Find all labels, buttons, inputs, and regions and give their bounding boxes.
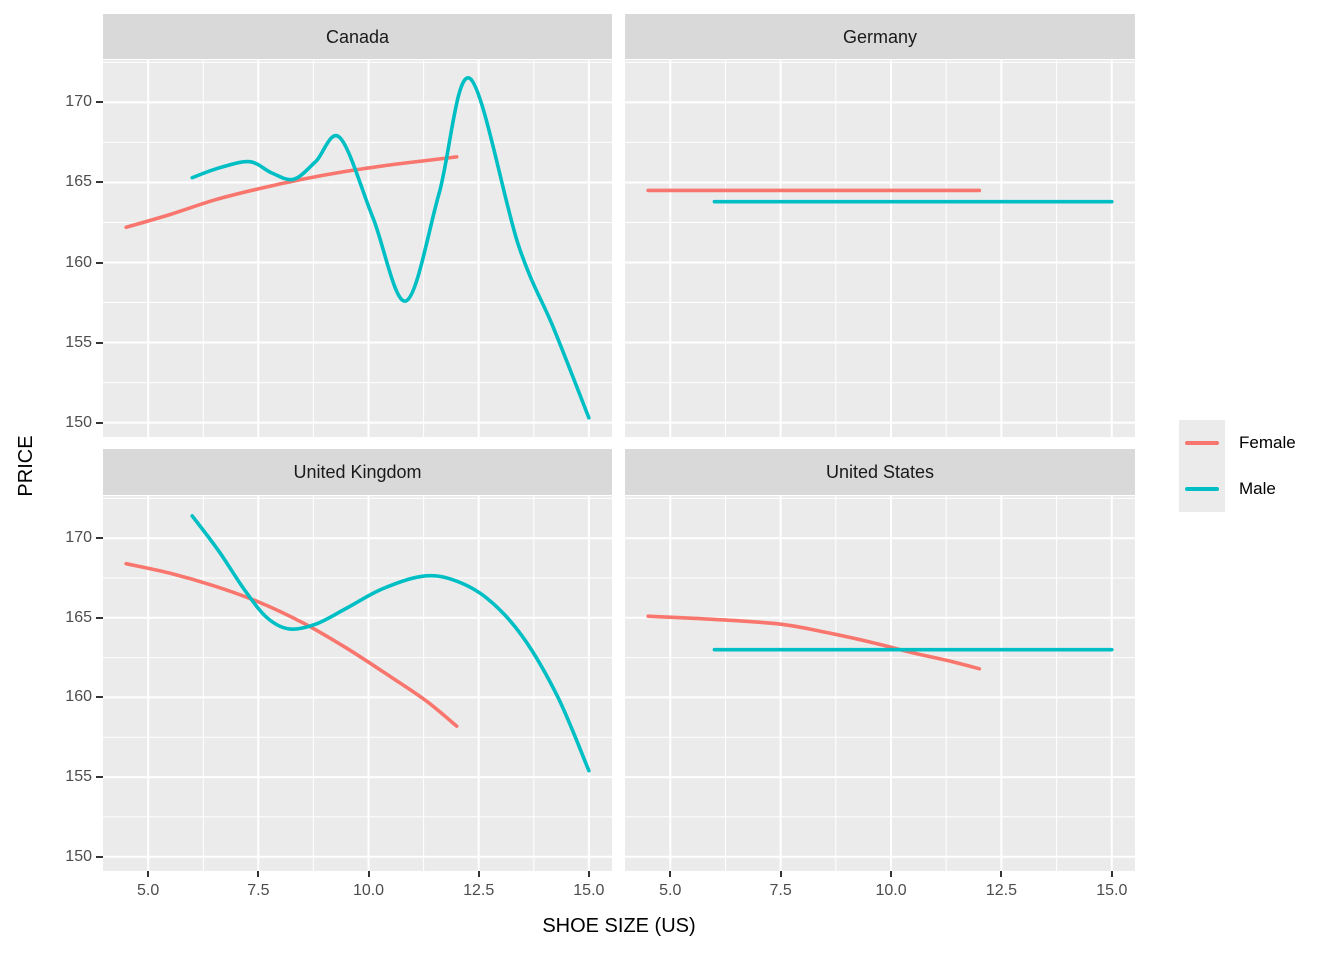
panel-united-kingdom: [103, 496, 612, 871]
x-tick-label: 15.0: [573, 882, 605, 899]
x-tick-mark: [890, 871, 893, 877]
y-tick-label: 165: [65, 173, 92, 191]
facet-title-canada: Canada: [325, 26, 390, 47]
x-tick-mark: [477, 871, 480, 877]
x-tick-mark: [1110, 871, 1113, 877]
x-tick-label: 7.5: [769, 882, 792, 899]
y-tick-mark: [96, 537, 103, 540]
x-tick-label: 15.0: [1096, 882, 1128, 899]
x-tick-label: 12.5: [463, 882, 495, 899]
y-tick-label: 150: [65, 413, 92, 431]
facet-strip-germany: Germany: [625, 14, 1135, 59]
female-line-swatch-icon: [1185, 441, 1219, 445]
x-tick-mark: [367, 871, 370, 877]
facet-title-united-kingdom: United Kingdom: [293, 462, 422, 482]
y-tick-label: 155: [65, 333, 92, 351]
male-line-swatch-icon: [1185, 487, 1219, 491]
x-tick-mark: [147, 871, 150, 877]
y-tick-mark: [96, 421, 103, 424]
legend-label-female: Female: [1239, 433, 1296, 452]
y-tick-mark: [96, 696, 103, 699]
panel-canvas-united-kingdom: [103, 496, 612, 871]
y-tick-label: 160: [65, 688, 92, 706]
series-line-female: [124, 155, 459, 230]
y-tick-mark: [96, 855, 103, 858]
x-tick-mark: [779, 871, 782, 877]
x-tick-mark: [669, 871, 672, 877]
panel-germany: [625, 60, 1135, 437]
facet-strip-united-kingdom: United Kingdom: [103, 449, 612, 495]
panel-united-states: [625, 496, 1135, 871]
y-tick-label: 155: [65, 768, 92, 786]
facet-title-germany: Germany: [842, 26, 918, 47]
x-tick-label: 5.0: [137, 882, 160, 899]
x-tick-label: 10.0: [352, 882, 385, 899]
series-line-male: [190, 76, 591, 420]
y-tick-label: 150: [65, 847, 92, 865]
series-line-male: [190, 514, 591, 773]
series-line-female: [646, 614, 982, 671]
y-tick-mark: [96, 261, 103, 264]
y-tick-mark: [96, 101, 103, 104]
y-tick-label: 160: [65, 253, 92, 271]
x-tick-mark: [1000, 871, 1003, 877]
facet-strip-canada: Canada: [103, 14, 612, 59]
legend-key-male: [1179, 466, 1225, 512]
y-axis-title: PRICE: [15, 435, 37, 497]
facet-strip-united-states: United States: [625, 449, 1135, 495]
legend-key-female: [1179, 420, 1225, 466]
panel-canada: [103, 60, 612, 437]
x-tick-label: 12.5: [985, 882, 1017, 899]
y-tick-mark: [96, 341, 103, 344]
x-axis-title: SHOE SIZE (US): [542, 915, 696, 937]
y-tick-mark: [96, 181, 103, 184]
series-line-female: [124, 561, 459, 728]
legend-label-male: Male: [1239, 479, 1276, 498]
x-tick-label: 7.5: [247, 882, 270, 899]
panel-canvas-germany: [625, 60, 1135, 437]
facet-title-united-states: United States: [825, 462, 935, 482]
x-tick-label: 10.0: [875, 882, 907, 899]
panel-canvas-canada: [103, 60, 612, 437]
x-tick-mark: [587, 871, 590, 877]
y-tick-mark: [96, 776, 103, 779]
y-tick-label: 165: [65, 608, 92, 626]
y-tick-label: 170: [65, 93, 92, 111]
x-tick-mark: [257, 871, 260, 877]
y-tick-label: 170: [65, 529, 92, 547]
y-tick-mark: [96, 616, 103, 619]
x-tick-label: 5.0: [659, 882, 682, 899]
panel-canvas-united-states: [625, 496, 1135, 871]
